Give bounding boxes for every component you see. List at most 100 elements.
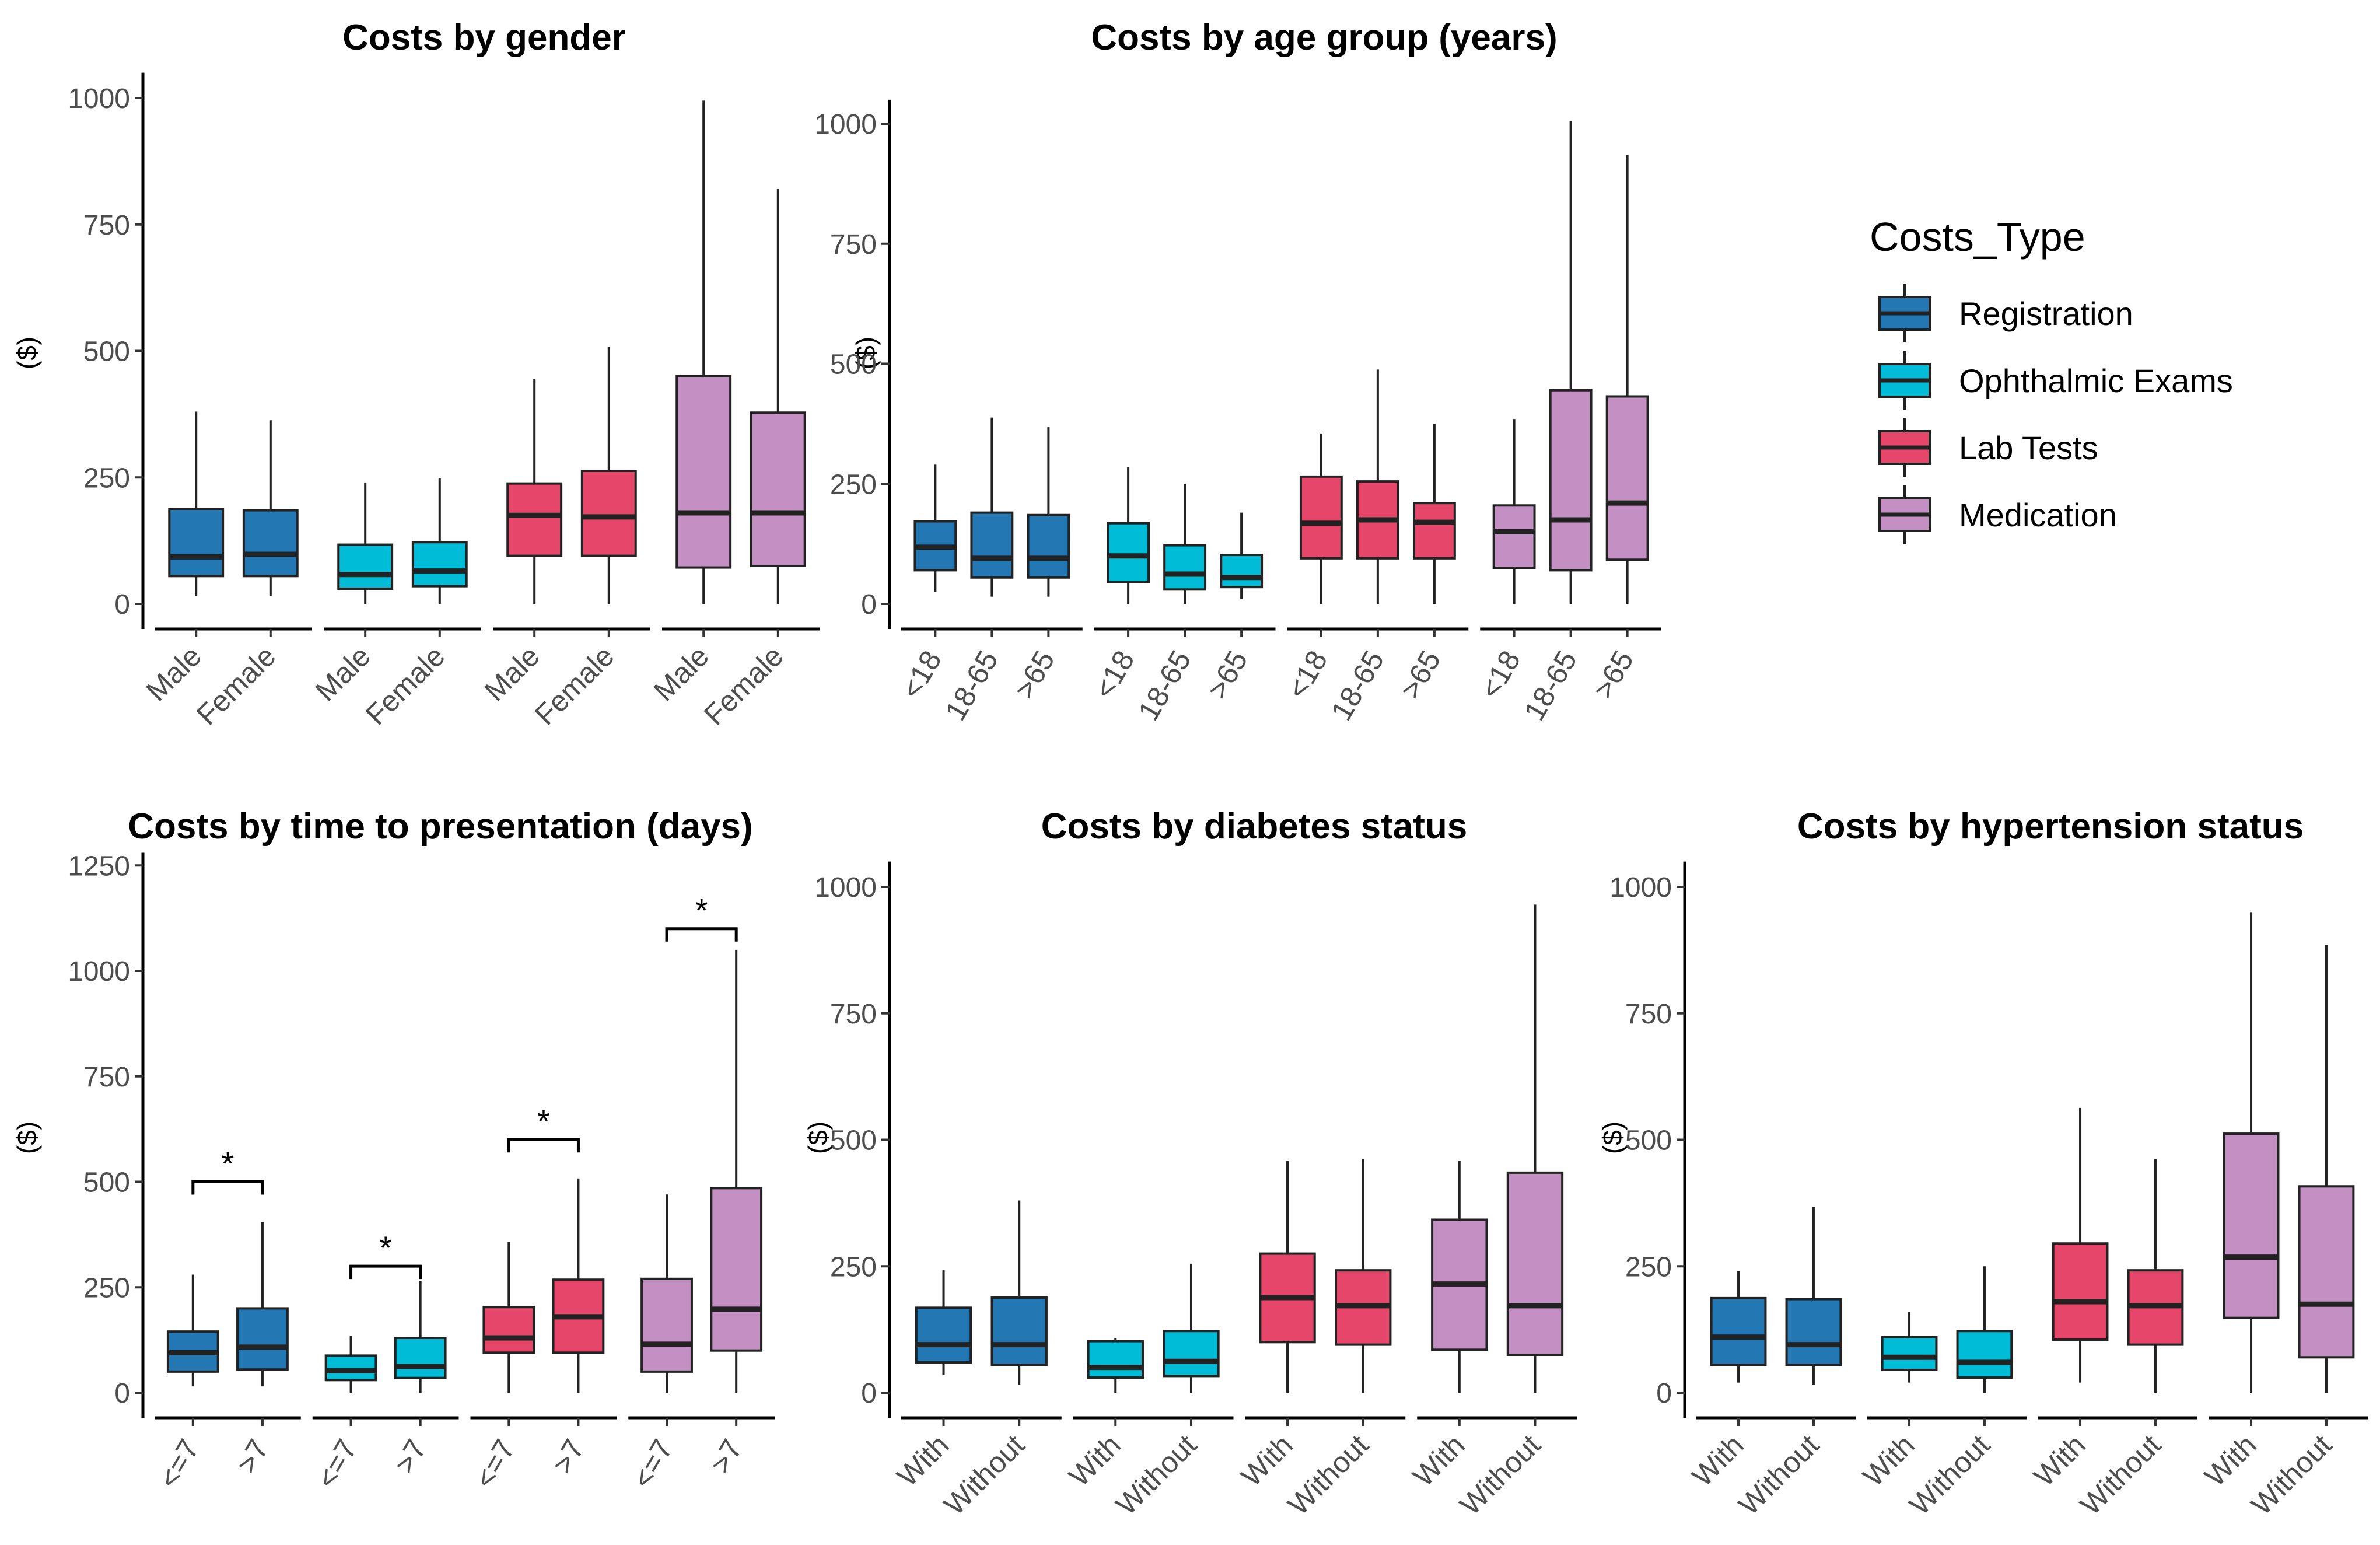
panel-title: Costs by diabetes status: [1041, 806, 1467, 847]
box-ophthalmic-exams: [1956, 1330, 2013, 1379]
y-axis-label: ($): [803, 1121, 833, 1154]
y-tick-label: 500: [830, 1125, 877, 1156]
box-medication: [2298, 1185, 2355, 1359]
x-tick-label: With: [1234, 1428, 1298, 1492]
box-lab-tests: [580, 469, 637, 557]
y-tick-label: 1000: [68, 83, 130, 114]
box-registration: [168, 508, 225, 578]
y-tick-label: 750: [83, 210, 130, 241]
legend-label: Lab Tests: [1959, 429, 2098, 466]
x-tick-label: With: [1686, 1428, 1750, 1492]
box-medication: [1492, 504, 1536, 569]
box-ophthalmic-exams: [394, 1337, 447, 1379]
significance-bracket: [507, 1138, 580, 1153]
panel-1: Costs by gender($)02505007501000MaleFema…: [12, 18, 820, 732]
y-tick-label: 250: [83, 1273, 130, 1303]
x-tick-label: Without: [1110, 1428, 1203, 1522]
y-tick-label: 250: [1625, 1252, 1672, 1282]
box-lab-tests: [2052, 1242, 2109, 1341]
x-tick-label: Without: [1454, 1428, 1547, 1522]
x-tick-label: Female: [359, 639, 451, 731]
x-tick-label: Without: [938, 1428, 1031, 1522]
x-tick-label: >65: [1201, 645, 1254, 704]
x-tick-label: >7: [546, 1434, 591, 1479]
y-axis-label: ($): [1597, 1121, 1628, 1154]
x-tick-label: <=7: [626, 1434, 680, 1494]
box-lab-tests: [1299, 475, 1343, 560]
x-tick-label: >65: [1008, 645, 1061, 704]
y-tick-label: 500: [1625, 1125, 1672, 1156]
y-tick-label: 0: [114, 589, 130, 620]
x-tick-label: Without: [1732, 1428, 1825, 1522]
x-tick-label: Female: [528, 639, 620, 731]
legend-label: Ophthalmic Exams: [1959, 362, 2233, 399]
box-medication: [1605, 395, 1649, 561]
box-registration: [1027, 513, 1070, 579]
x-tick-label: With: [2199, 1428, 2263, 1492]
x-tick-label: <18: [1280, 645, 1334, 704]
box-ophthalmic-exams: [1220, 554, 1264, 589]
x-tick-label: >7: [704, 1434, 749, 1479]
legend-title: Costs_Type: [1870, 214, 2085, 260]
x-tick-label: 18-65: [939, 645, 1004, 726]
box-medication: [1549, 389, 1592, 572]
y-tick-label: 750: [1625, 999, 1672, 1030]
box-registration: [242, 509, 299, 578]
y-tick-label: 1000: [814, 872, 877, 903]
x-tick-label: With: [1857, 1428, 1921, 1492]
box-ophthalmic-exams: [324, 1354, 377, 1382]
x-tick-label: Without: [1282, 1428, 1375, 1522]
y-axis-label: ($): [12, 1121, 42, 1154]
x-tick-label: With: [891, 1428, 955, 1492]
panel-title: Costs by time to presentation (days): [128, 806, 752, 847]
y-tick-label: 1000: [68, 956, 130, 987]
box-ophthalmic-exams: [337, 543, 394, 590]
box-lab-tests: [1412, 502, 1456, 560]
panel-title: Costs by age group (years): [1091, 18, 1557, 58]
x-tick-label: <18: [1474, 645, 1527, 704]
box-registration: [970, 511, 1014, 579]
y-tick-label: 250: [83, 463, 130, 494]
y-tick-label: 1250: [68, 851, 130, 882]
x-tick-label: Female: [698, 639, 789, 731]
y-tick-label: 0: [861, 1378, 877, 1409]
panel-5: Costs by hypertension status ($) 0 250 500 75…: [1597, 806, 2368, 1522]
significance-marker: *: [221, 1145, 234, 1182]
box-ophthalmic-exams: [1881, 1336, 1938, 1371]
box-lab-tests: [482, 1306, 536, 1354]
x-tick-label: Male: [648, 639, 715, 707]
panel-4: Costs by diabetes status ($) 0 250 500 750 100…: [803, 806, 1577, 1522]
x-tick-label: Male: [309, 639, 377, 707]
box-registration: [915, 1306, 972, 1364]
legend-label: Registration: [1959, 295, 2133, 332]
x-tick-label: <=7: [468, 1434, 522, 1494]
y-tick-label: 750: [83, 1062, 130, 1093]
box-medication: [676, 375, 732, 569]
significance-bracket: [191, 1180, 264, 1195]
y-tick-label: 750: [830, 999, 877, 1030]
y-tick-label: 500: [83, 1168, 130, 1198]
box-medication: [1506, 1171, 1564, 1356]
y-axis-label: ($): [850, 337, 881, 369]
box-medication: [640, 1277, 693, 1373]
panel-2: Costs by age group (years) ($) 0 250 500 750 1…: [814, 18, 1661, 726]
y-tick-label: 500: [830, 349, 877, 380]
x-tick-label: <=7: [152, 1434, 206, 1494]
y-tick-label: 250: [830, 1252, 877, 1282]
x-tick-label: With: [1406, 1428, 1471, 1492]
x-tick-label: >65: [1394, 645, 1447, 704]
y-tick-label: 500: [83, 337, 130, 368]
y-tick-label: 250: [830, 469, 877, 500]
legend: Costs_Type Registration Ophthalmic Exams La…: [1870, 214, 2233, 544]
x-tick-label: With: [2028, 1428, 2092, 1492]
panel-title: Costs by gender: [342, 18, 626, 58]
y-tick-label: 1000: [814, 109, 877, 140]
box-ophthalmic-exams: [411, 541, 468, 588]
box-registration: [1710, 1296, 1767, 1366]
y-tick-label: 750: [830, 229, 877, 260]
x-tick-label: Without: [1903, 1428, 1996, 1522]
y-tick-label: 0: [114, 1378, 130, 1409]
box-ophthalmic-exams: [1107, 522, 1150, 583]
x-tick-label: Male: [478, 639, 546, 707]
